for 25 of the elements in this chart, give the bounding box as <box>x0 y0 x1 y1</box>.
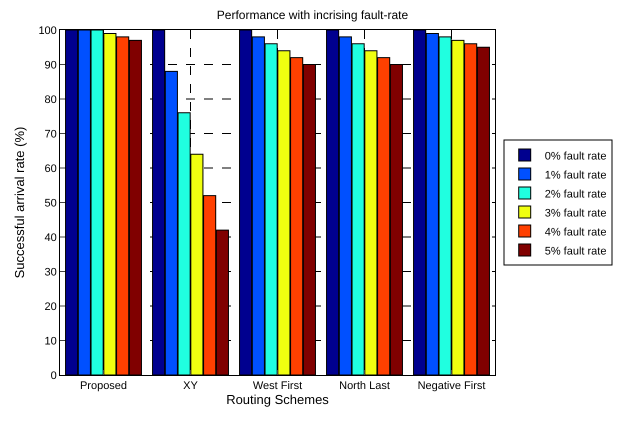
y-tick-label: 10 <box>44 335 57 348</box>
y-tick-label: 60 <box>44 162 57 175</box>
y-tick-label: 30 <box>44 266 57 278</box>
legend-label: 3% fault rate <box>544 207 606 220</box>
y-tick-label: 100 <box>38 24 57 37</box>
x-tick-label: Negative First <box>418 380 486 392</box>
x-tick-label: Proposed <box>80 380 128 392</box>
y-axis-title: Successful arrival rate (%) <box>12 126 27 278</box>
x-tick-label: West First <box>252 380 302 392</box>
legend-label: 1% fault rate <box>544 169 606 182</box>
legend-label: 2% fault rate <box>544 188 606 200</box>
y-tick-label: 90 <box>44 59 57 72</box>
x-tick-label: XY <box>183 380 198 392</box>
x-axis-title: Routing Schemes <box>226 392 330 408</box>
x-tick-label: North Last <box>339 380 390 392</box>
y-tick-label: 50 <box>44 197 57 210</box>
chart-title: Performance with incrising fault-rate <box>216 8 409 22</box>
y-tick-label: 20 <box>44 300 57 313</box>
legend-label: 0% fault rate <box>544 150 606 162</box>
y-tick-label: 70 <box>44 128 57 140</box>
y-tick-label: 0 <box>50 370 57 382</box>
y-tick-label: 80 <box>44 94 57 106</box>
legend-label: 5% fault rate <box>544 245 606 258</box>
legend-label: 4% fault rate <box>544 226 606 238</box>
y-tick-label: 40 <box>44 232 57 244</box>
